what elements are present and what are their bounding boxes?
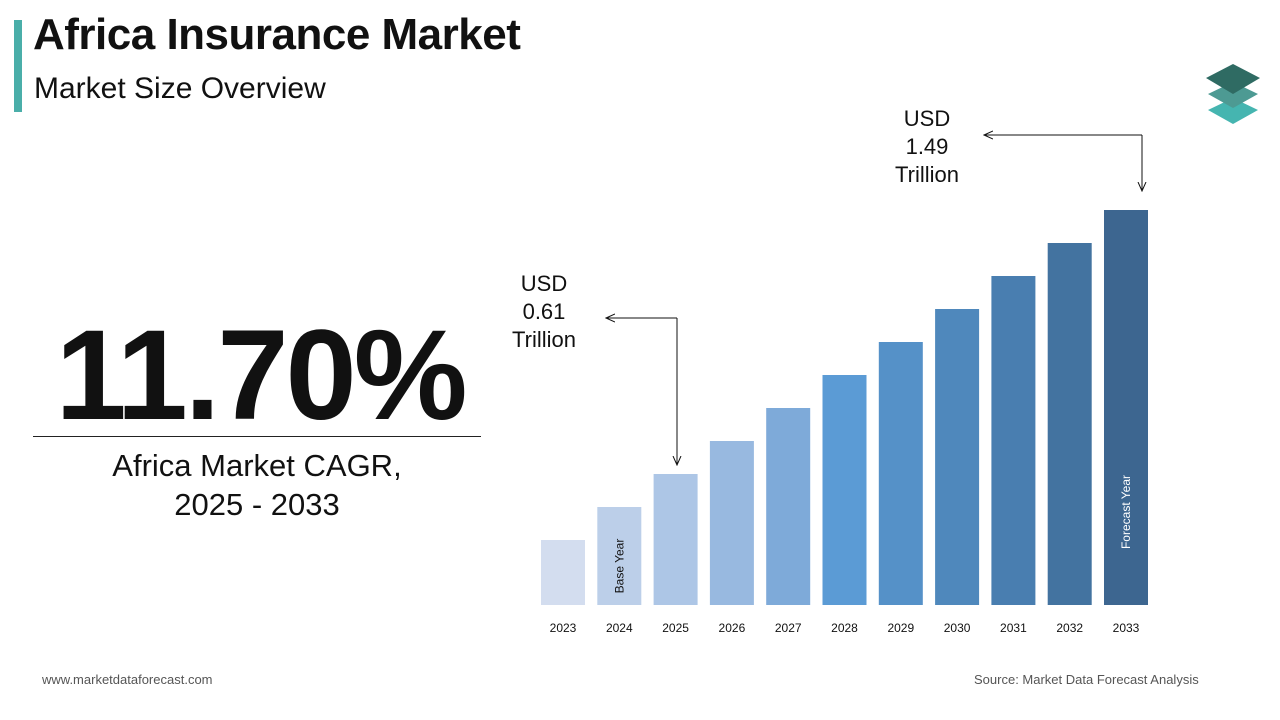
- bar-2023: [541, 540, 585, 605]
- bar-2025: [653, 474, 698, 605]
- bar-2032: [1047, 243, 1092, 605]
- x-tick-label: 2028: [831, 621, 858, 635]
- annotation-value: 1.49: [905, 134, 949, 159]
- page-subtitle: Market Size Overview: [34, 72, 326, 105]
- start-value-annotation: USD 0.61 Trillion: [484, 270, 604, 354]
- x-tick-label: 2025: [662, 621, 689, 635]
- cagr-label-line2: 2025 - 2033: [174, 487, 340, 522]
- x-tick-label: 2024: [606, 621, 633, 635]
- base-year-label: Base Year: [612, 539, 626, 594]
- bar-2027: [766, 408, 811, 605]
- website-link[interactable]: www.marketdataforecast.com: [42, 672, 213, 687]
- x-tick-label: 2030: [944, 621, 971, 635]
- cagr-value: 11.70%: [55, 304, 467, 447]
- x-tick-label: 2031: [1000, 621, 1027, 635]
- annotation-unit: Trillion: [895, 162, 959, 187]
- forecast-year-label: Forecast Year: [1119, 475, 1133, 549]
- annotation-currency: USD: [520, 271, 568, 296]
- bar-2029: [878, 342, 923, 605]
- x-tick-label: 2033: [1113, 621, 1140, 635]
- bar-2030: [935, 309, 980, 605]
- bar-2026: [709, 441, 754, 605]
- source-note: Source: Market Data Forecast Analysis: [974, 672, 1199, 687]
- x-tick-label: 2029: [887, 621, 914, 635]
- x-tick-label: 2023: [550, 621, 577, 635]
- end-value-annotation: USD 1.49 Trillion: [867, 105, 987, 189]
- annotation-unit: Trillion: [512, 327, 576, 352]
- cagr-label-line1: Africa Market CAGR,: [112, 448, 402, 483]
- cagr-label: Africa Market CAGR, 2025 - 2033: [33, 446, 481, 524]
- page-title: Africa Insurance Market: [33, 10, 521, 59]
- divider: [33, 436, 481, 437]
- annotation-value: 0.61: [522, 299, 566, 324]
- annotation-currency: USD: [903, 106, 951, 131]
- bar-2033: [1104, 210, 1148, 605]
- bar-2028: [822, 375, 867, 605]
- x-tick-label: 2026: [719, 621, 746, 635]
- bar-2024: [597, 507, 642, 605]
- bar-2031: [991, 276, 1036, 605]
- x-tick-label: 2027: [775, 621, 802, 635]
- x-tick-label: 2032: [1056, 621, 1083, 635]
- stacked-layers-icon: [1206, 64, 1260, 124]
- title-accent-bar: [14, 20, 22, 112]
